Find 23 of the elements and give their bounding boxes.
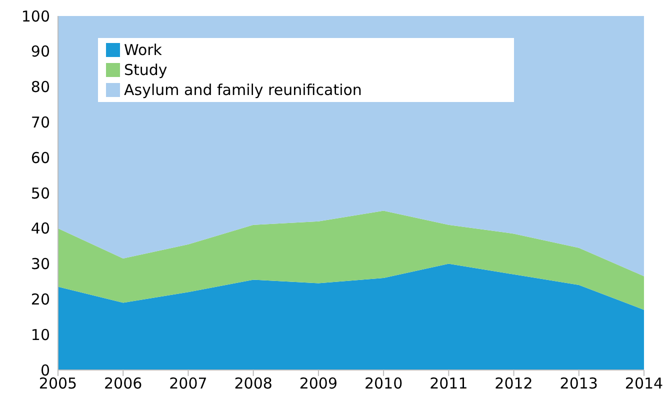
y-tick-label: 30 <box>30 255 50 274</box>
y-tick-label: 50 <box>30 184 50 202</box>
x-tick-label: 2009 <box>299 374 338 393</box>
y-tick-label: 70 <box>30 114 50 132</box>
x-tick-label: 2008 <box>234 374 272 393</box>
x-tick-label: 2014 <box>624 374 664 393</box>
y-tick-label: 10 <box>30 326 50 344</box>
y-tick-label: 100 <box>21 7 50 26</box>
legend-label: Asylum and family reunification <box>124 80 362 100</box>
x-tick-label: 2007 <box>169 374 208 393</box>
x-tick-label: 2010 <box>364 374 403 393</box>
x-tick-label: 2013 <box>560 374 598 393</box>
x-tick-label: 2005 <box>38 374 78 393</box>
y-tick-label: 20 <box>30 290 50 309</box>
x-tick-label: 2011 <box>430 374 468 393</box>
y-tick-label: 80 <box>30 78 50 96</box>
x-tick-label: 2012 <box>494 374 533 393</box>
y-tick-label: 90 <box>30 42 50 61</box>
legend-label: Work <box>124 40 162 60</box>
y-tick-label: 60 <box>30 148 50 167</box>
x-tick-label: 2006 <box>104 374 142 393</box>
legend-label: Study <box>124 60 168 80</box>
y-tick-label: 40 <box>30 220 50 238</box>
